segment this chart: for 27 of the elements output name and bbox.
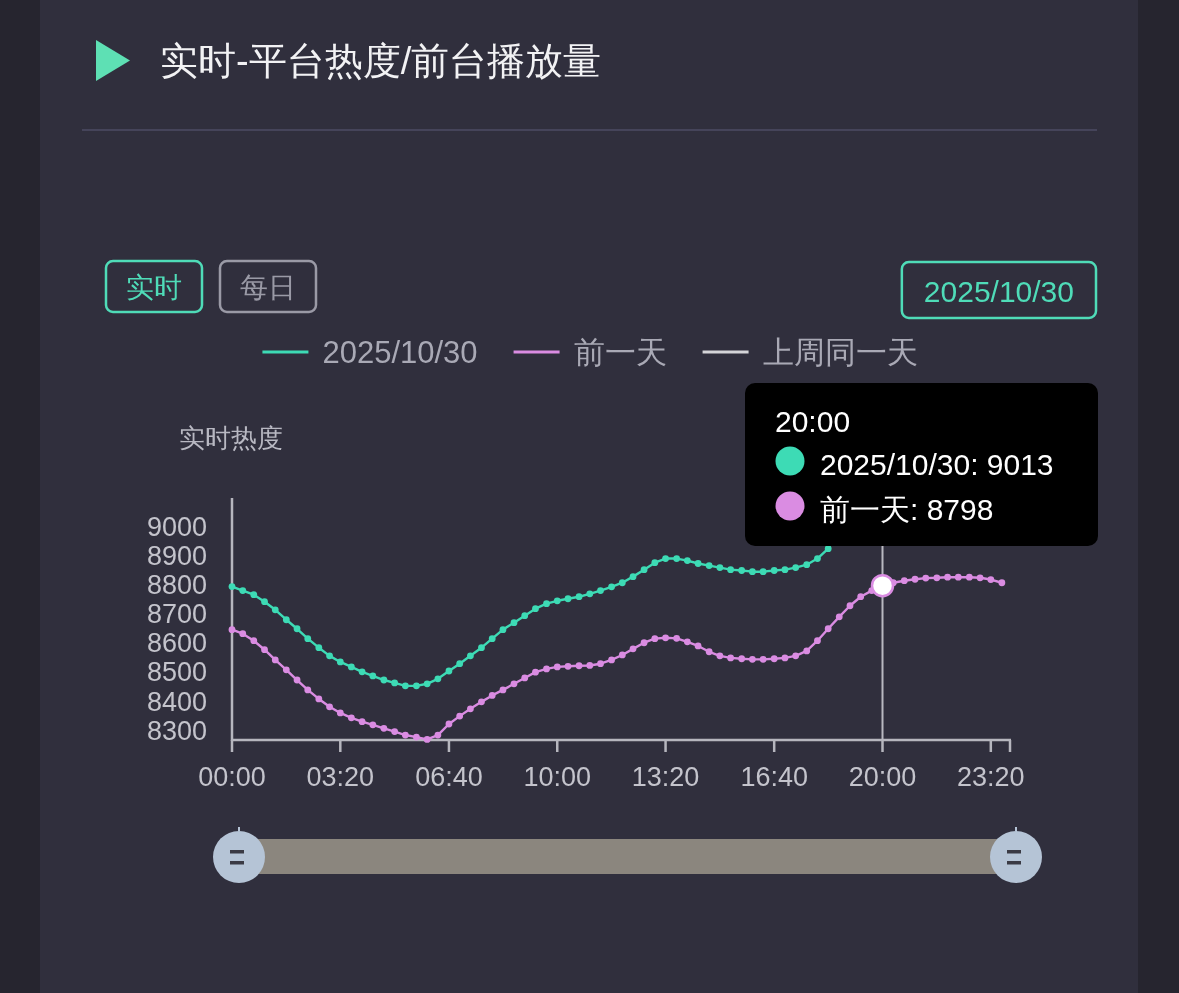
text: 2025/10/30: 9013 <box>820 447 1054 481</box>
text: 2025/10/30 <box>923 274 1074 308</box>
y-tick-label: 8500 <box>146 657 207 688</box>
legend-label: 2025/10/30 <box>322 334 478 370</box>
x-tick-label: 03:20 <box>306 762 375 792</box>
text: 20:00 <box>775 404 851 438</box>
legend-label: 上周同一天 <box>762 334 918 370</box>
x-tick-label: 23:20 <box>957 762 1025 792</box>
x-tick-label: 16:40 <box>740 762 808 792</box>
annotation: 前一天: 8798 <box>820 492 994 526</box>
y-tick-label: 9000 <box>146 511 207 542</box>
x-tick-label: 00:00 <box>198 762 266 792</box>
x-tick-label: 06:40 <box>415 762 483 792</box>
y-tick-label: 8600 <box>146 628 207 659</box>
chart-title: 实时-平台热度/前台播放量 <box>160 40 602 82</box>
legend-label: 前一天 <box>573 334 667 370</box>
y-axis-title: 实时热度 <box>179 423 283 453</box>
x-tick-label: 13:20 <box>631 762 700 792</box>
y-tick-label: 8900 <box>146 540 207 571</box>
y-tick-label: 8300 <box>146 715 207 746</box>
y-tick-label: 8700 <box>146 599 207 630</box>
y-tick-label: 8800 <box>146 570 207 601</box>
text: 实时 <box>126 272 182 303</box>
x-tick-label: 20:00 <box>848 762 917 792</box>
x-tick-label: 10:00 <box>523 762 592 792</box>
y-tick-label: 8400 <box>146 686 207 717</box>
text: 每日 <box>240 272 296 303</box>
